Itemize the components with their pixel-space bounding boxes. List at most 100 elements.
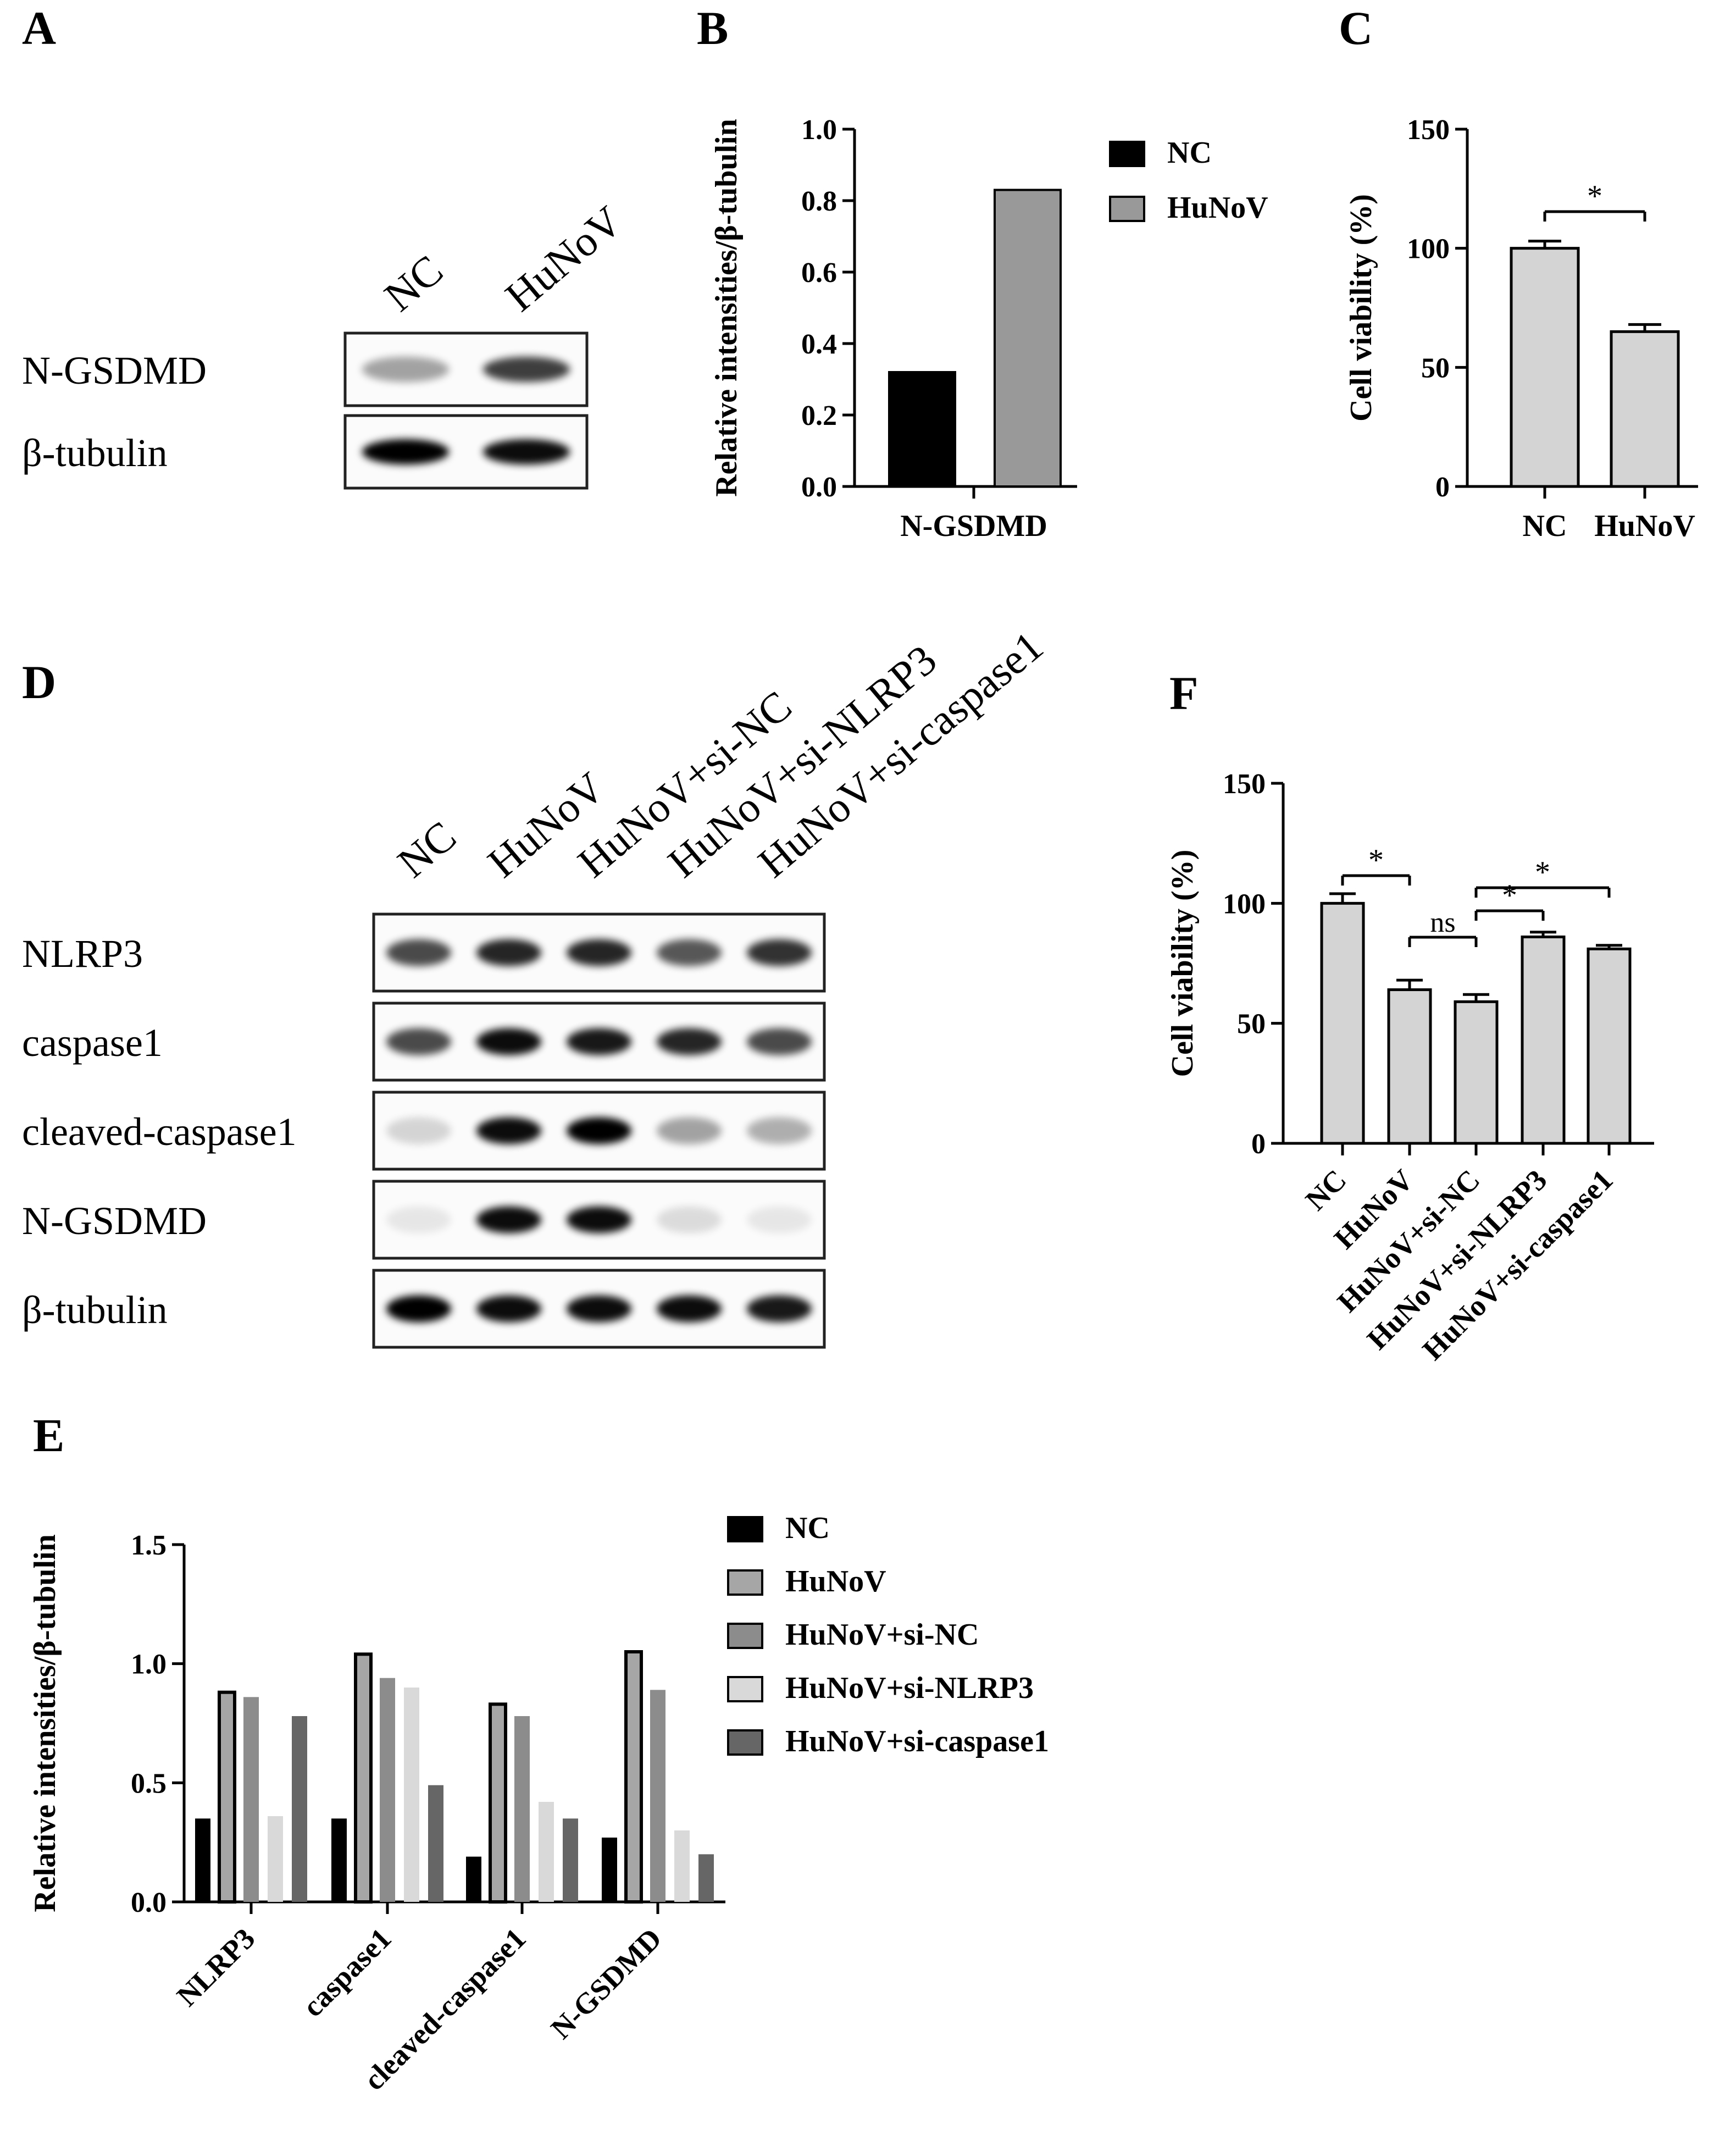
legend-swatch [727,1729,763,1756]
bar-NC [466,1856,481,1902]
blot-band [386,1206,452,1233]
blot-band [476,1206,542,1233]
blot-row-label: N-GSDMD [22,348,207,392]
significance-label: * [1502,878,1517,912]
blot-band [362,356,450,383]
bar-HuNoV [489,1702,507,1904]
significance-label: ns [1430,907,1455,938]
blot-band [746,1028,812,1055]
blot-band [566,1117,632,1144]
y-tick-label: 100 [1223,888,1266,920]
x-tick-label: N-GSDMD [545,1922,668,2045]
panel-label: E [33,1409,64,1462]
blot-row-label: β-tubulin [22,1288,168,1332]
blot-band [482,439,570,465]
legend-swatch [727,1516,763,1542]
blot-band [746,939,812,966]
bar-HuNoV+si-NLRP3 [674,1830,690,1902]
y-tick-label: 0.0 [801,472,837,503]
y-axis-label: Relative intensities/β-tubulin [28,1534,62,1912]
lane-label: NC [375,246,452,320]
x-tick-label: NLRP3 [170,1922,261,2012]
panel-label: A [22,2,56,54]
y-axis-label: Relative intensities/β-tubulin [709,119,744,497]
bar-HuNoV+si-NC [514,1716,530,1902]
B-chart: 0.0 0.2 0.4 0.6 0.8 1.0 Relative intensities/β… [709,114,1268,543]
bar-HuNoV+si-caspase1 [698,1854,714,1902]
bar-HuNoV+si-caspase1 [428,1785,443,1902]
blot-band [476,1117,542,1144]
C-chart: 0 50 100 150 Cell viability (%) NC HuNoV * [1344,114,1698,543]
A-blot: N-GSDMD β-tubulin NC HuNoV [22,197,631,490]
y-tick-label: 1.0 [801,114,837,146]
bar-NC [195,1818,210,1902]
y-tick-label: 0.5 [131,1768,167,1799]
bar-HuNoV+si-NC [650,1690,665,1902]
blot-band [566,1206,632,1233]
D-blot: NLRP3 caspase1 cleaved-caspase1 N-GSDMD β-tu… [22,622,1052,1349]
blot-band [656,1206,722,1233]
bar-HuNoV+si-NC [380,1678,395,1902]
bar [1320,901,1365,1145]
y-tick-label: 0.6 [801,257,837,289]
blot-band [746,1206,812,1233]
y-tick-label: 150 [1407,114,1450,146]
significance-label: * [1535,855,1550,889]
blot-band [386,1117,452,1144]
significance-label: * [1587,179,1602,213]
panel-label: C [1339,2,1373,54]
legend-swatch [1109,196,1145,222]
blot-band [386,939,452,966]
bar-HuNoV+si-NLRP3 [404,1688,419,1902]
legend-label: NC [1167,136,1212,170]
lane-label: NC [389,812,465,887]
x-tick-label: NC [1523,509,1567,543]
legend-swatch [1109,141,1145,167]
y-tick-label: 1.5 [131,1530,167,1561]
bar-NC [331,1818,347,1902]
panel-label: B [697,2,728,54]
x-tick-label: HuNoV [1594,509,1695,543]
blot-band [746,1117,812,1144]
bar-HuNoV+si-NC [243,1697,259,1902]
legend-label: HuNoV+si-caspase1 [785,1724,1049,1758]
blot-band [386,1295,452,1323]
blot-band [386,1028,452,1055]
y-axis-label: Cell viability (%) [1166,850,1200,1077]
legend-label: HuNoV [785,1564,886,1598]
blot-band [656,1295,722,1323]
x-tick-label: NC [1299,1163,1353,1217]
blot-band [476,1295,542,1323]
bar [1454,1000,1499,1145]
blot-band [656,939,722,966]
bar-HuNoV+si-NLRP3 [539,1802,554,1902]
blot-band [362,439,450,465]
blot-band [476,1028,542,1055]
blot-row-label: β-tubulin [22,431,168,475]
lane-label: HuNoV [496,197,631,320]
y-tick-label: 0 [1435,472,1450,503]
y-axis-label: Cell viability (%) [1344,194,1378,422]
y-tick-label: 1.0 [131,1649,167,1680]
panel-label: F [1169,667,1199,720]
bar-HuNoV [624,1650,643,1904]
legend-label: HuNoV+si-NLRP3 [785,1671,1034,1705]
bar-HuNoV+si-caspase1 [292,1716,307,1902]
y-tick-label: 150 [1223,768,1266,800]
bar [1587,947,1632,1145]
y-tick-label: 0.2 [801,400,837,431]
y-tick-label: 50 [1237,1009,1266,1040]
bar-HuNoV [994,189,1062,488]
y-tick-label: 100 [1407,234,1450,265]
blot-row-label: NLRP3 [22,932,143,976]
bar [1387,988,1432,1145]
blot-band [746,1295,812,1323]
legend-label: HuNoV+si-NC [785,1618,979,1652]
x-tick-label: N-GSDMD [900,509,1047,543]
bar [1510,247,1580,488]
blot-band [482,356,570,383]
y-tick-label: 0.8 [801,186,837,217]
bar-NC [888,371,956,488]
bar-HuNoV [218,1690,236,1904]
